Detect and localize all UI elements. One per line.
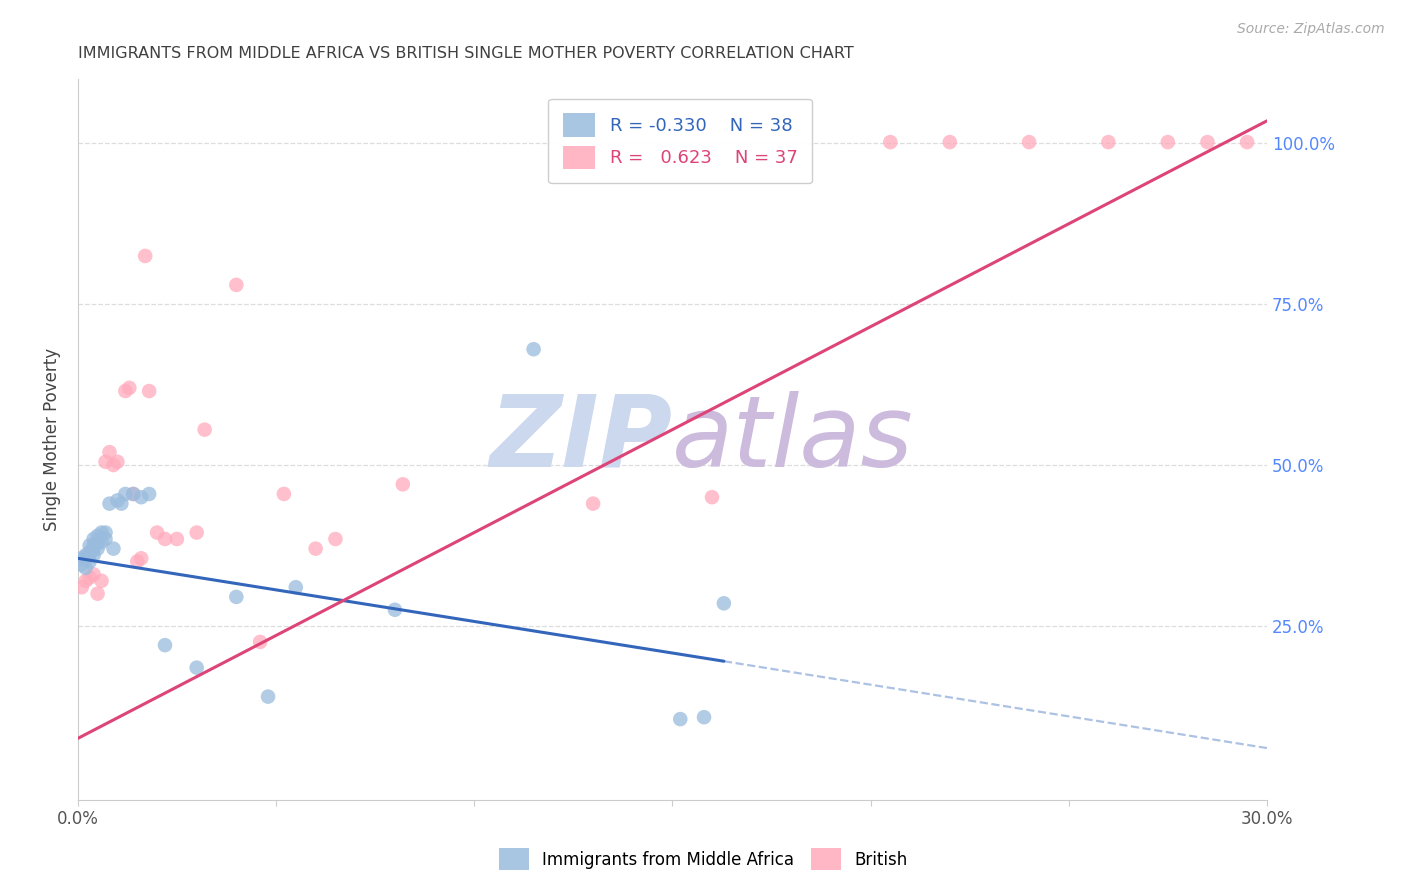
Point <box>83 538 105 552</box>
Point <box>75 574 97 588</box>
Point <box>83 541 105 556</box>
Point <box>939 135 962 149</box>
Point <box>114 487 136 501</box>
Point <box>83 548 105 562</box>
Point <box>79 554 101 568</box>
Point <box>582 497 605 511</box>
Point <box>90 535 112 549</box>
Legend: Immigrants from Middle Africa, British: Immigrants from Middle Africa, British <box>492 842 914 877</box>
Point <box>186 525 208 540</box>
Point <box>1018 135 1040 149</box>
Point <box>110 497 132 511</box>
Point <box>86 529 108 543</box>
Point <box>122 487 145 501</box>
Point <box>94 455 117 469</box>
Point <box>384 603 406 617</box>
Point <box>700 490 723 504</box>
Point <box>249 635 271 649</box>
Point <box>146 525 169 540</box>
Point <box>98 497 121 511</box>
Point <box>79 548 101 562</box>
Point <box>90 574 112 588</box>
Point <box>114 384 136 398</box>
Point <box>70 558 93 572</box>
Point <box>75 561 97 575</box>
Point <box>669 712 692 726</box>
Point <box>86 535 108 549</box>
Point <box>103 458 125 472</box>
Point <box>194 423 217 437</box>
Text: atlas: atlas <box>672 391 914 488</box>
Point <box>75 548 97 562</box>
Point <box>70 551 93 566</box>
Legend: R = -0.330    N = 38, R =   0.623    N = 37: R = -0.330 N = 38, R = 0.623 N = 37 <box>548 99 811 183</box>
Point <box>304 541 326 556</box>
Point <box>70 580 93 594</box>
Point <box>134 249 156 263</box>
Point <box>94 532 117 546</box>
Point <box>79 538 101 552</box>
Point <box>83 567 105 582</box>
Point <box>693 710 716 724</box>
Point <box>166 532 188 546</box>
Point <box>94 525 117 540</box>
Point <box>257 690 280 704</box>
Point <box>79 571 101 585</box>
Point <box>523 343 546 357</box>
Point <box>153 532 176 546</box>
Point <box>75 551 97 566</box>
Point <box>1097 135 1119 149</box>
Point <box>138 384 160 398</box>
Point <box>86 587 108 601</box>
Point <box>273 487 295 501</box>
Point <box>107 455 129 469</box>
Text: IMMIGRANTS FROM MIDDLE AFRICA VS BRITISH SINGLE MOTHER POVERTY CORRELATION CHART: IMMIGRANTS FROM MIDDLE AFRICA VS BRITISH… <box>77 46 853 62</box>
Point <box>127 554 149 568</box>
Point <box>284 580 307 594</box>
Point <box>879 135 901 149</box>
Point <box>86 541 108 556</box>
Text: Source: ZipAtlas.com: Source: ZipAtlas.com <box>1237 22 1385 37</box>
Point <box>391 477 413 491</box>
Point <box>153 638 176 652</box>
Point <box>713 596 735 610</box>
Y-axis label: Single Mother Poverty: Single Mother Poverty <box>44 348 60 531</box>
Point <box>1197 135 1219 149</box>
Point <box>90 525 112 540</box>
Point <box>138 487 160 501</box>
Point <box>98 445 121 459</box>
Point <box>1157 135 1180 149</box>
Point <box>107 493 129 508</box>
Point <box>83 532 105 546</box>
Point <box>1236 135 1258 149</box>
Point <box>129 490 152 504</box>
Point <box>225 277 247 292</box>
Point <box>122 487 145 501</box>
Point <box>325 532 347 546</box>
Point <box>129 551 152 566</box>
Point <box>225 590 247 604</box>
Point <box>118 381 141 395</box>
Text: ZIP: ZIP <box>489 391 672 488</box>
Point <box>79 545 101 559</box>
Point <box>186 660 208 674</box>
Point <box>103 541 125 556</box>
